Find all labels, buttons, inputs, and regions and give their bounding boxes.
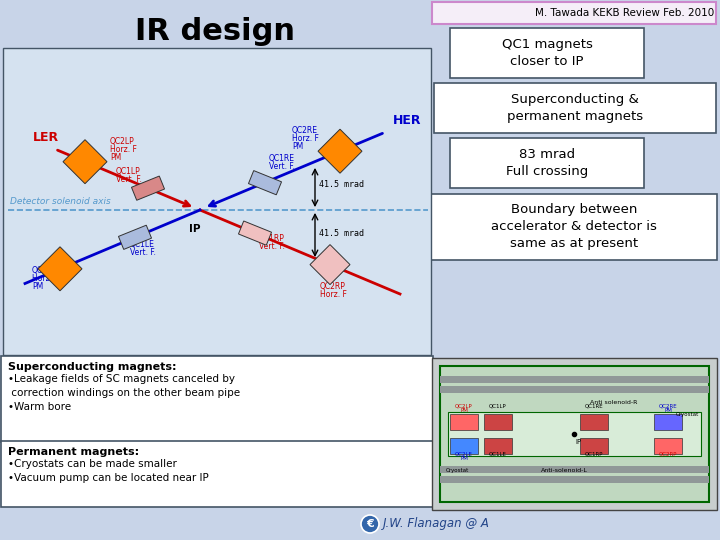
Bar — [432, 358, 717, 510]
Text: Vert. F.: Vert. F. — [116, 175, 142, 184]
Text: Vert. F.: Vert. F. — [130, 248, 156, 257]
Text: QC1RP: QC1RP — [585, 452, 603, 457]
Text: QC1LE: QC1LE — [489, 452, 507, 457]
Text: Permanent magnets:: Permanent magnets: — [8, 447, 139, 457]
Bar — [448, 412, 701, 456]
Polygon shape — [63, 140, 107, 184]
Text: Vert. F.: Vert. F. — [259, 242, 285, 251]
Text: Detector solenoid axis: Detector solenoid axis — [10, 197, 111, 206]
Text: Horz. F: Horz. F — [110, 145, 137, 154]
Text: QC2RE: QC2RE — [292, 126, 318, 135]
Text: J.W. Flanagan @ A: J.W. Flanagan @ A — [383, 517, 490, 530]
Bar — [440, 476, 709, 483]
FancyBboxPatch shape — [3, 48, 431, 355]
Text: Superconducting &
permanent magnets: Superconducting & permanent magnets — [507, 93, 643, 123]
Bar — [440, 386, 709, 393]
Bar — [440, 366, 709, 502]
Text: QC1LP: QC1LP — [116, 167, 140, 176]
FancyBboxPatch shape — [431, 194, 717, 260]
Bar — [450, 414, 478, 430]
Text: PM: PM — [32, 282, 43, 291]
Text: QC2LP: QC2LP — [110, 137, 135, 146]
Text: QC1LP: QC1LP — [489, 404, 507, 409]
Text: QC2LE: QC2LE — [32, 266, 57, 275]
Text: QC2LP: QC2LP — [455, 404, 473, 409]
FancyBboxPatch shape — [432, 2, 716, 24]
Text: •Cryostats can be made smaller
•Vacuum pump can be located near IP: •Cryostats can be made smaller •Vacuum p… — [8, 459, 209, 483]
Text: PM: PM — [292, 142, 303, 151]
Text: Cryostat: Cryostat — [446, 468, 469, 473]
Bar — [484, 438, 512, 454]
Bar — [654, 414, 682, 430]
Bar — [654, 438, 682, 454]
Polygon shape — [310, 245, 350, 285]
Bar — [580, 414, 608, 430]
Text: Cryostat: Cryostat — [675, 412, 698, 417]
FancyBboxPatch shape — [1, 356, 433, 442]
Bar — [450, 438, 478, 454]
Text: PM: PM — [460, 408, 468, 413]
Polygon shape — [248, 171, 282, 195]
Text: IP: IP — [575, 439, 581, 445]
Text: QC1RE: QC1RE — [269, 154, 295, 163]
Polygon shape — [132, 176, 165, 200]
Text: 41.5 mrad: 41.5 mrad — [319, 180, 364, 189]
Polygon shape — [238, 221, 271, 245]
Text: PM: PM — [664, 408, 672, 413]
Polygon shape — [38, 247, 82, 291]
Text: QC1RE: QC1RE — [585, 404, 603, 409]
Text: QC1 magnets
closer to IP: QC1 magnets closer to IP — [502, 38, 593, 68]
FancyBboxPatch shape — [450, 138, 644, 188]
Polygon shape — [318, 129, 362, 173]
Text: QC2LE: QC2LE — [455, 452, 473, 457]
Text: €: € — [366, 519, 374, 529]
Text: 83 mrad
Full crossing: 83 mrad Full crossing — [506, 148, 588, 178]
Text: Horz. F: Horz. F — [292, 134, 319, 143]
Bar — [580, 438, 608, 454]
FancyBboxPatch shape — [1, 441, 433, 507]
Text: QC2RE: QC2RE — [659, 404, 678, 409]
Circle shape — [361, 515, 379, 533]
Text: Anti solenoid-R: Anti solenoid-R — [590, 400, 638, 405]
Text: Boundary between
accelerator & detector is
same as at present: Boundary between accelerator & detector … — [491, 204, 657, 251]
Text: QC1RP: QC1RP — [259, 234, 285, 243]
Text: 41.5 mrad: 41.5 mrad — [319, 229, 364, 238]
Text: QC2RP: QC2RP — [659, 452, 678, 457]
Text: HER: HER — [393, 114, 421, 127]
Polygon shape — [119, 225, 151, 249]
Text: PM: PM — [460, 456, 468, 461]
Text: LER: LER — [33, 131, 59, 144]
Bar — [440, 376, 709, 383]
Text: Superconducting magnets:: Superconducting magnets: — [8, 362, 176, 372]
Text: QC2RP: QC2RP — [320, 281, 346, 291]
Text: Horz. F: Horz. F — [320, 289, 347, 299]
Text: QC1LE: QC1LE — [130, 240, 155, 249]
Bar — [484, 414, 512, 430]
Text: IR design: IR design — [135, 17, 295, 46]
Text: M. Tawada KEKB Review Feb. 2010: M. Tawada KEKB Review Feb. 2010 — [535, 8, 714, 18]
Text: Anti-solenoid-L: Anti-solenoid-L — [541, 468, 588, 473]
Text: Vert. F.: Vert. F. — [269, 161, 295, 171]
FancyBboxPatch shape — [450, 28, 644, 78]
Text: PM: PM — [110, 153, 121, 161]
Text: •Leakage fields of SC magnets canceled by
 correction windings on the other beam: •Leakage fields of SC magnets canceled b… — [8, 374, 240, 412]
Text: Horz. F: Horz. F — [32, 274, 59, 283]
Bar — [440, 466, 709, 473]
Text: IP: IP — [189, 224, 201, 234]
FancyBboxPatch shape — [434, 83, 716, 133]
